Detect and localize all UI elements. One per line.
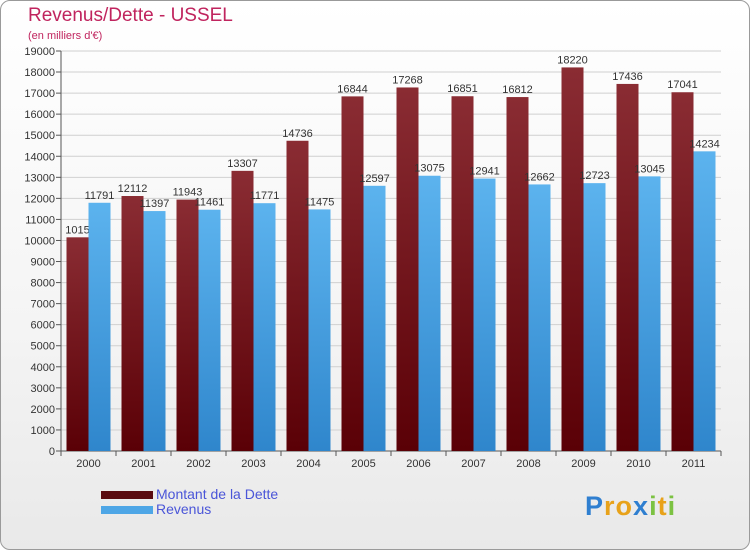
x-tick-label: 2002: [186, 458, 210, 470]
y-tick-label: 4000: [31, 362, 55, 374]
legend-label-revenus: Revenus: [156, 501, 212, 517]
y-tick-label: 14000: [24, 151, 55, 163]
x-tick-label: 2004: [296, 458, 320, 470]
y-tick-label: 3000: [31, 383, 55, 395]
bar-revenus: [693, 151, 716, 451]
legend-swatch-dette: [101, 491, 153, 499]
y-tick-label: 17000: [24, 88, 55, 100]
value-label-dette: 18220: [557, 54, 588, 66]
x-tick-label: 2000: [76, 458, 100, 470]
y-tick-label: 13000: [24, 172, 55, 184]
bar-dette: [66, 237, 89, 451]
y-tick-label: 12000: [24, 193, 55, 205]
value-label-dette: 16812: [502, 84, 533, 96]
value-label-dette: 1015: [65, 224, 89, 236]
bar-revenus: [88, 202, 111, 451]
chart-title: Revenus/Dette - USSEL: [28, 5, 233, 26]
value-label-dette: 11943: [173, 187, 203, 199]
y-tick-label: 7000: [31, 299, 55, 311]
chart-subtitle: (en milliers d'€): [28, 30, 103, 42]
logo-letter: i: [667, 491, 677, 521]
y-tick-label: 0: [49, 446, 55, 458]
value-label-revenus: 12597: [359, 173, 390, 185]
bar-revenus: [198, 209, 221, 451]
bar-dette: [286, 140, 309, 451]
value-label-dette: 16844: [337, 83, 368, 95]
value-label-revenus: 12723: [579, 170, 610, 182]
legend-swatch-revenus: [101, 506, 153, 514]
x-tick-label: 2010: [626, 458, 650, 470]
bar-revenus: [528, 184, 551, 451]
y-tick-label: 15000: [24, 130, 55, 142]
y-tick-label: 2000: [31, 404, 55, 416]
value-label-revenus: 11461: [195, 197, 225, 209]
value-label-revenus: 11771: [250, 190, 280, 202]
logo-letter: t: [657, 491, 668, 521]
bar-dette: [561, 67, 584, 451]
bar-dette: [396, 87, 419, 451]
y-tick-label: 18000: [24, 67, 55, 79]
x-tick-label: 2008: [516, 458, 540, 470]
y-tick-label: 8000: [31, 278, 55, 290]
bar-revenus: [143, 211, 166, 451]
x-tick-label: 2005: [351, 458, 375, 470]
logo-letter: r: [604, 491, 616, 521]
logo-letter: x: [633, 491, 650, 521]
x-tick-label: 2006: [406, 458, 430, 470]
y-tick-label: 11000: [25, 214, 55, 226]
bar-dette: [341, 96, 364, 452]
value-label-revenus: 13075: [414, 163, 445, 175]
y-tick-label: 10000: [24, 235, 55, 247]
value-label-revenus: 11397: [140, 198, 170, 210]
x-tick-label: 2003: [241, 458, 265, 470]
bar-revenus: [638, 176, 661, 452]
value-label-revenus: 11791: [85, 190, 115, 202]
bar-dette: [176, 199, 199, 451]
logo-letter: P: [585, 491, 605, 521]
y-tick-label: 9000: [31, 257, 55, 269]
bar-dette: [451, 96, 474, 452]
y-tick-label: 5000: [31, 341, 55, 353]
legend-label-dette: Montant de la Dette: [156, 486, 279, 502]
bar-dette: [506, 97, 529, 451]
value-label-dette: 17268: [392, 74, 423, 86]
x-tick-label: 2007: [461, 458, 485, 470]
x-tick-label: 2011: [682, 458, 706, 470]
bar-dette: [671, 92, 694, 452]
y-tick-label: 16000: [24, 109, 55, 121]
bar-revenus: [363, 185, 386, 452]
bar-revenus: [583, 183, 606, 451]
logo-letter: i: [649, 491, 658, 521]
value-label-dette: 17041: [667, 79, 698, 91]
bar-dette: [121, 196, 144, 451]
bar-revenus: [473, 178, 496, 451]
x-tick-label: 2001: [131, 458, 155, 470]
y-tick-label: 19000: [24, 46, 55, 58]
value-label-revenus: 13045: [634, 163, 665, 175]
value-label-revenus: 11475: [305, 196, 335, 208]
value-label-dette: 14736: [282, 128, 313, 140]
value-label-dette: 12112: [118, 183, 148, 195]
proxiti-logo: Proxiti: [585, 491, 676, 522]
bar-dette: [231, 170, 254, 451]
value-label-dette: 17436: [612, 71, 643, 83]
y-tick-label: 1000: [31, 425, 55, 437]
bar-revenus: [418, 175, 441, 451]
x-tick-label: 2009: [571, 458, 595, 470]
logo-letter: o: [615, 491, 634, 521]
value-label-dette: 16851: [447, 83, 478, 95]
value-label-revenus: 14234: [689, 138, 720, 150]
bar-revenus: [253, 203, 276, 451]
value-label-revenus: 12941: [469, 166, 500, 178]
value-label-dette: 13307: [227, 158, 258, 170]
y-tick-label: 6000: [31, 320, 55, 332]
value-label-revenus: 12662: [524, 171, 555, 183]
bar-revenus: [308, 209, 331, 451]
bar-dette: [616, 83, 639, 451]
